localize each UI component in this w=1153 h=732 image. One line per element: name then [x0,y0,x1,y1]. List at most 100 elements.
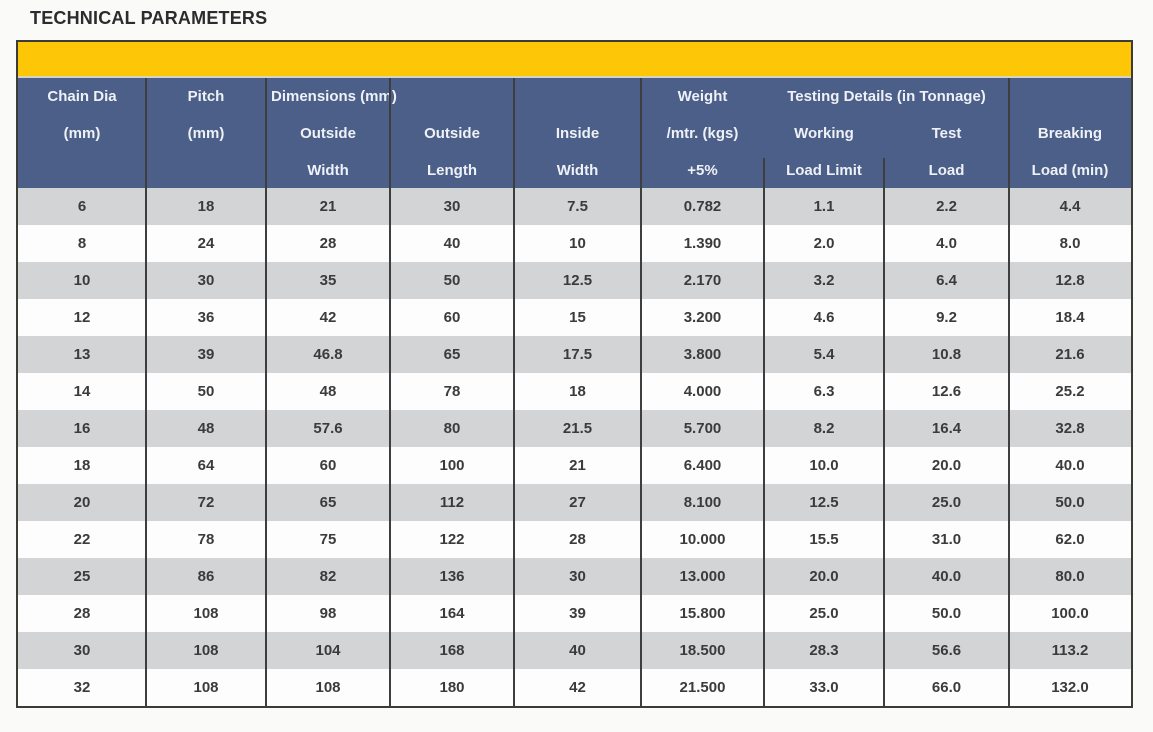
table-cell: 8 [77,235,87,252]
table-cell: 136 [439,568,465,585]
table-cell: 20.0 [809,568,839,585]
column-divider [265,188,267,706]
table-cell: 28 [319,235,337,252]
table-cell: 3.2 [813,272,835,289]
table-cell: 25.0 [931,494,962,511]
table-cell: 46.8 [313,346,343,363]
table-row: 14 50 48 78 18 4.000 6.3 12.6 25.2 [18,373,1131,410]
table-cell: 66.0 [931,679,962,696]
header-breaking-load-2: Load (min) [1031,161,1109,179]
table-cell: 21 [569,457,586,474]
header-divider [265,78,267,188]
table-cell: 40.0 [1055,457,1085,474]
table-cell: 2.2 [936,198,957,215]
table-cell: 60 [443,309,461,326]
header-divider [145,78,147,188]
table-cell: 21.5 [562,420,593,437]
header-outside-width-1: Outside [300,125,356,142]
table-cell: 10 [569,235,586,252]
table-cell: 108 [193,605,219,622]
table-cell: 78 [443,383,461,400]
header-dimensions-group: Dimensions (mm) [271,88,397,105]
table-cell: 21 [319,198,337,215]
table-cell: 8.2 [813,420,835,437]
header-breaking-load-1: Breaking [1037,125,1103,142]
header-chain-dia: Chain Dia [47,88,117,105]
table-cell: 12.6 [931,383,962,400]
header-pitch-unit: (mm) [187,125,225,142]
table-cell: 100 [439,457,465,474]
table-cell: 30 [197,272,215,289]
table-row: 32 108 108 180 42 21.500 33.0 66.0 132.0 [18,669,1131,706]
table-cell: 25.0 [809,605,839,622]
header-outside-width-2: Width [307,161,349,179]
header-inside-width-1: Inside [555,125,600,142]
table-cell: 65 [443,346,461,363]
table-header: Chain Dia (mm) Pitch (mm) Dimensions (mm… [18,78,1131,188]
table-cell: 7.5 [567,198,588,215]
header-weight-unit: /mtr. (kgs) [666,125,739,142]
table-cell: 31.0 [931,531,962,548]
column-divider [763,188,765,706]
table-cell: 18 [569,383,586,400]
table-cell: 6.3 [813,383,835,400]
header-divider [763,158,765,188]
header-divider [389,78,391,188]
table-cell: 60 [319,457,337,474]
table-cell: 13 [73,346,91,363]
header-testing-group: Testing Details (in Tonnage) [787,88,986,105]
table-cell: 86 [197,568,215,585]
table-cell: 30 [569,568,586,585]
table-cell: 122 [439,531,465,548]
column-divider [883,188,885,706]
table-row: 30 108 104 168 40 18.500 28.3 56.6 113.2 [18,632,1131,669]
table-cell: 12 [73,309,91,326]
table-cell: 2.170 [683,272,722,289]
table-cell: 12.5 [562,272,593,289]
table-cell: 3.800 [683,346,722,363]
table-cell: 72 [197,494,215,511]
table-cell: 27 [569,494,586,511]
table-cell: 30 [443,198,461,215]
table-cell: 4.4 [1059,198,1081,215]
table-row: 20 72 65 112 27 8.100 12.5 25.0 50.0 [18,484,1131,521]
table-cell: 82 [319,568,337,585]
column-divider [389,188,391,706]
table-cell: 15.800 [679,605,726,622]
table-cell: 33.0 [809,679,839,696]
table-cell: 16.4 [931,420,962,437]
table-cell: 57.6 [313,420,343,437]
table-cell: 108 [315,679,341,696]
page-title: TECHNICAL PARAMETERS [30,8,268,28]
table-cell: 15.5 [809,531,839,548]
table-cell: 0.782 [683,198,722,215]
table-row: 16 48 57.6 80 21.5 5.700 8.2 16.4 32.8 [18,410,1131,447]
header-working-load-2: Load Limit [786,161,862,179]
table-cell: 3.200 [683,309,722,326]
table-cell: 40 [443,235,461,252]
table-cell: 22 [73,531,91,548]
table-cell: 4.0 [936,235,957,252]
table-cell: 50 [443,272,461,289]
table-cell: 39 [569,605,586,622]
table-cell: 164 [439,605,465,622]
table-cell: 48 [319,383,337,400]
table-cell: 98 [319,605,337,622]
table-cell: 2.0 [813,235,835,252]
table-cell: 6 [77,198,87,215]
table-cell: 75 [319,531,337,548]
table-cell: 18.500 [679,642,726,659]
table-cell: 39 [197,346,215,363]
table-cell: 25.2 [1055,383,1085,400]
table-row: 18 64 60 100 21 6.400 10.0 20.0 40.0 [18,447,1131,484]
table-row: 10 30 35 50 12.5 2.170 3.2 6.4 12.8 [18,262,1131,299]
table-cell: 16 [73,420,91,437]
table-cell: 1.1 [813,198,835,215]
table-cell: 10.000 [679,531,726,548]
table-cell: 64 [197,457,215,474]
table-cell: 40 [569,642,586,659]
table-body: 6 18 21 30 7.5 0.782 1.1 2.2 4.4 8 24 28 40 10 1.390 2.… [18,188,1131,706]
table-cell: 40.0 [931,568,962,585]
header-test-load-2: Load [928,161,965,179]
